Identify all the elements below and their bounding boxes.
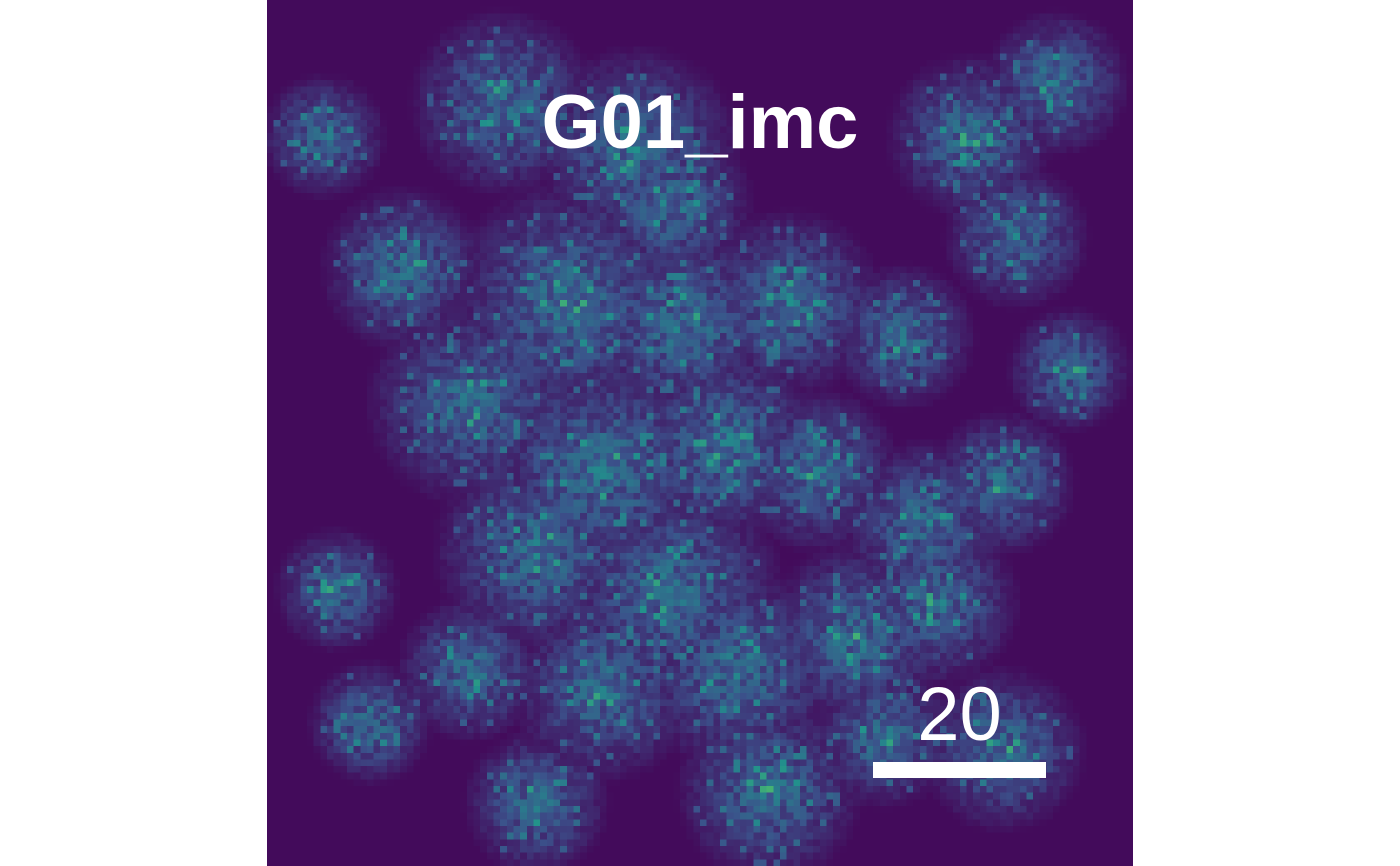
image-panel: G01_imc 20 bbox=[267, 0, 1133, 866]
imc-intensity-image bbox=[267, 0, 1133, 866]
scale-bar bbox=[873, 762, 1046, 778]
scale-bar-label: 20 bbox=[917, 672, 1002, 757]
image-title: G01_imc bbox=[541, 80, 859, 165]
